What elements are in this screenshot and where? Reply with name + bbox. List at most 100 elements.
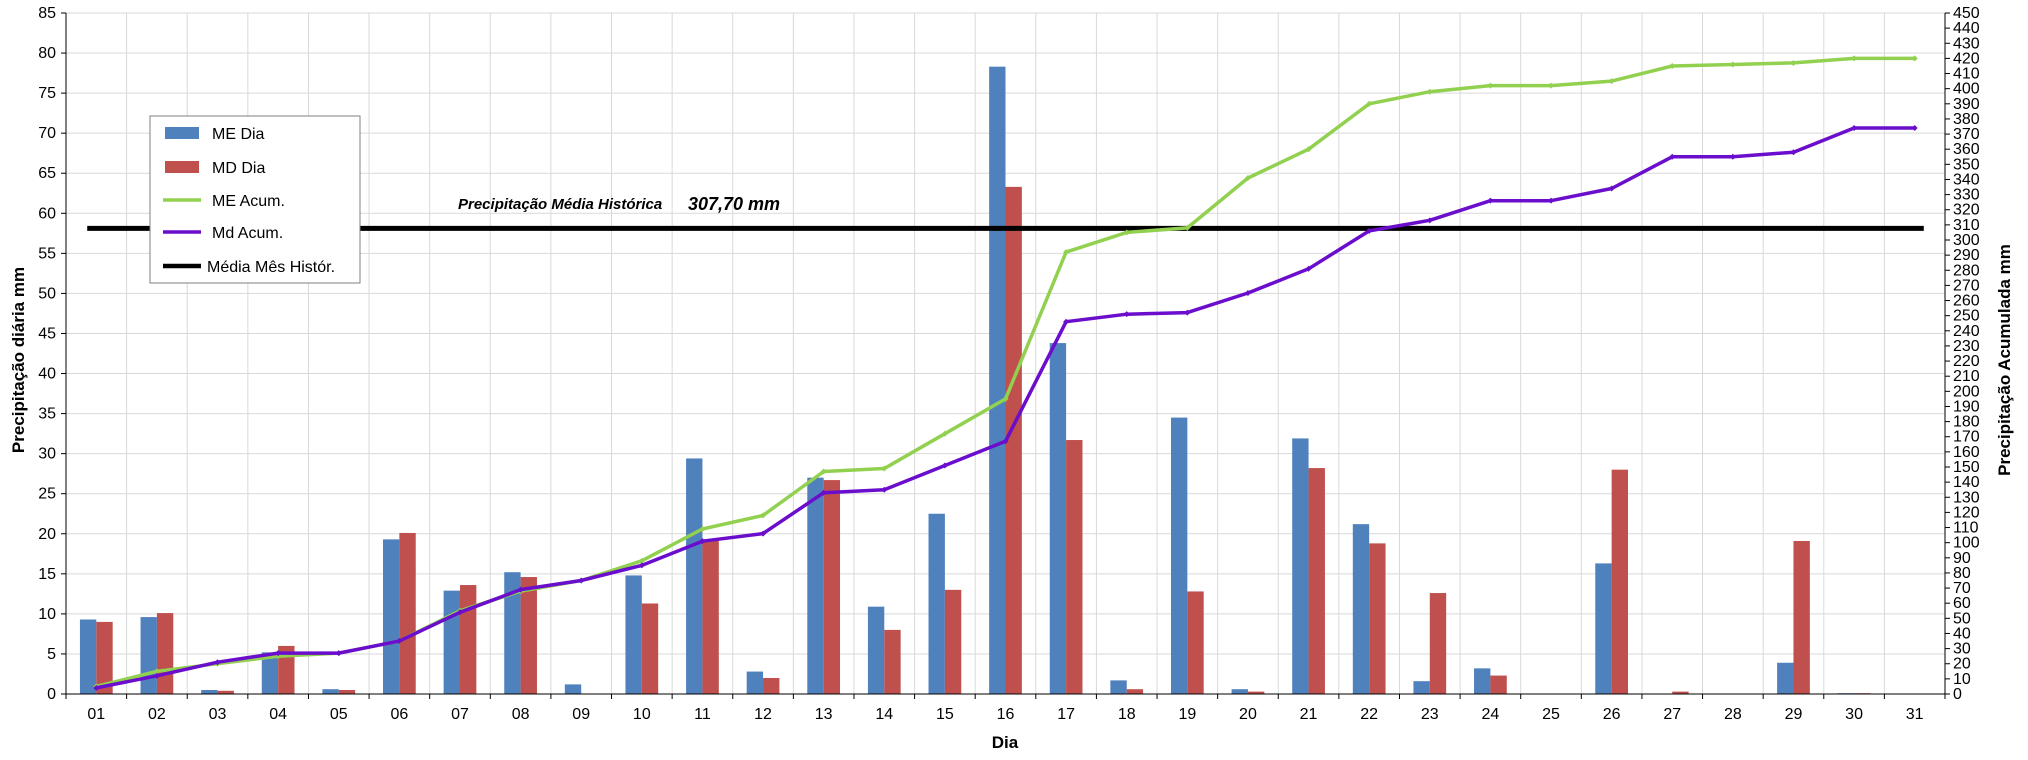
tick-label-left: 35 [38,406,56,423]
point-me-acum- [1244,174,1251,181]
point-md-acum- [1366,227,1373,234]
point-me-acum- [1063,249,1070,256]
bar-md-dia [338,689,356,694]
bar-md-dia [1672,691,1689,694]
tick-label-x: 24 [1482,706,1500,723]
point-md-acum- [1244,289,1251,296]
bar-me-dia [989,66,1006,694]
bar-me-dia [1777,662,1794,694]
point-md-acum- [638,562,645,569]
tick-label-x: 15 [936,706,954,723]
tick-label-x: 25 [1542,706,1560,723]
tick-label-right: 380 [1953,111,1980,128]
point-me-acum- [1851,55,1858,62]
point-md-acum- [1123,311,1130,318]
historical-average-label: Precipitação Média Histórica [458,196,662,213]
point-md-acum- [1851,125,1858,132]
bar-md-dia [763,677,780,694]
tick-label-left: 15 [38,566,56,583]
tick-label-right: 200 [1953,383,1980,400]
bar-me-dia [383,539,400,694]
bar-md-dia [156,613,174,694]
bar-md-dia [399,532,416,694]
tick-label-x: 16 [997,706,1015,723]
legend-item-media-historica: Média Mês Histór. [163,259,335,276]
point-md-acum- [1729,153,1736,160]
tick-label-right: 450 [1953,5,1980,22]
tick-label-x: 29 [1785,706,1803,723]
legend-item-md-acum: Md Acum. [163,225,283,242]
bar-md-dia [278,645,295,694]
bar-md-dia [641,603,659,694]
tick-label-right: 400 [1953,81,1980,98]
tick-label-x: 03 [209,706,227,723]
legend-item-md-dia: MD Dia [165,160,265,177]
tick-label-right: 280 [1953,262,1980,279]
tick-label-left: 75 [38,85,56,102]
tick-label-right: 140 [1953,474,1980,491]
legend-item-me-dia: ME Dia [165,126,265,143]
bar-md-dia [217,690,234,694]
bar-me-dia [1352,524,1370,694]
point-md-acum- [1426,217,1433,224]
point-me-acum- [153,668,160,675]
legend: ME Dia MD Dia ME Acum. Md Acum. Média Mê… [149,115,361,284]
tick-label-left: 20 [38,526,56,543]
tick-label-x: 07 [451,706,469,723]
legend-item-me-acum: ME Acum. [163,193,285,210]
bar-md-dia [459,585,477,694]
point-me-acum- [1366,100,1373,107]
bar-me-dia [1231,689,1248,694]
bar-me-dia [1170,417,1188,694]
tick-label-x: 12 [754,706,772,723]
axes: 0510152025303540455055606570758085010203… [38,5,1980,723]
tick-label-right: 430 [1953,35,1980,52]
tick-label-right: 20 [1953,656,1971,673]
tick-label-left: 0 [47,686,56,703]
y-axis-title-right: Precipitação Acumulada mm [1995,244,2014,476]
tick-label-x: 08 [512,706,530,723]
point-md-acum- [1790,149,1797,156]
tick-label-right: 50 [1953,610,1971,627]
point-me-acum- [820,468,827,475]
tick-label-right: 410 [1953,66,1980,83]
tick-label-right: 350 [1953,156,1980,173]
bar-me-dia [261,652,279,694]
point-md-acum- [93,684,100,691]
bar-md-dia [1611,469,1628,694]
bar-md-dia [1187,591,1204,694]
tick-label-x: 27 [1663,706,1681,723]
point-me-acum- [1305,146,1312,153]
tick-label-right: 180 [1953,414,1980,431]
point-md-acum- [335,650,342,657]
tick-label-right: 100 [1953,535,1980,552]
bar-me-dia [928,513,945,694]
tick-label-right: 330 [1953,187,1980,204]
bar-me-dia [686,458,703,694]
tick-label-x: 17 [1057,706,1075,723]
tick-label-right: 260 [1953,293,1980,310]
tick-label-x: 18 [1118,706,1136,723]
bar-md-dia [1005,186,1022,695]
point-me-acum- [1608,78,1615,85]
tick-label-right: 220 [1953,353,1980,370]
tick-label-left: 50 [38,285,56,302]
tick-label-left: 70 [38,125,56,142]
point-md-acum- [1487,197,1494,204]
tick-label-x: 21 [1300,706,1318,723]
bar-me-dia [564,684,582,694]
tick-label-right: 0 [1953,686,1962,703]
point-me-acum- [1123,229,1130,236]
tick-label-right: 310 [1953,217,1980,234]
tick-label-right: 10 [1953,671,1971,688]
bar-md-dia [1308,468,1325,694]
tick-label-left: 65 [38,165,56,182]
tick-label-x: 06 [390,706,408,723]
bar-md-dia [1490,675,1507,694]
point-me-acum- [941,430,948,437]
bar-me-dia [201,689,218,694]
point-md-acum- [760,530,767,537]
bar-me-dia [1049,343,1067,694]
